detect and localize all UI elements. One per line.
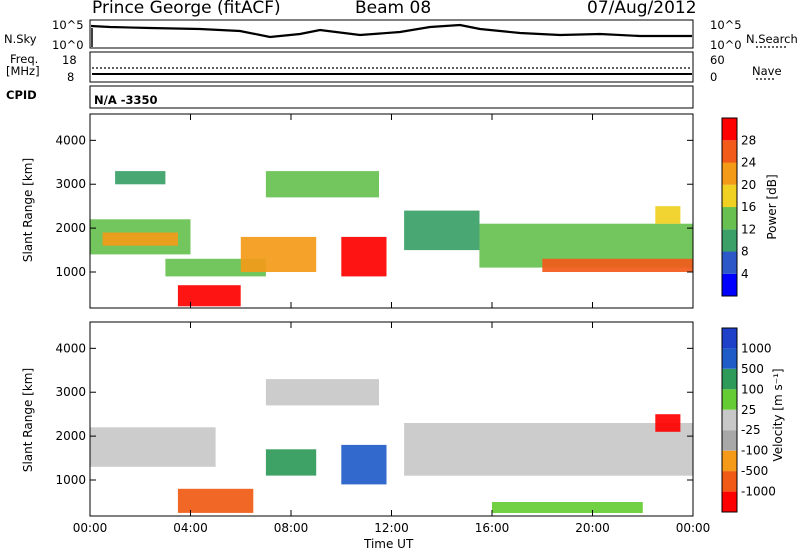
nsky-trace (90, 23, 692, 39)
power-scatter-region-8 (404, 210, 480, 251)
power-scatter-region-2 (115, 171, 166, 185)
velocity-colorbar-tick: -100 (741, 444, 768, 458)
velocity-colorbar-tick: -500 (741, 464, 768, 478)
power-colorbar-tick: 16 (741, 200, 756, 214)
power-colorbar-swatch (722, 273, 737, 297)
velocity-colorbar-swatch (722, 389, 737, 410)
freq-tick-bottom: 8 (67, 70, 75, 84)
velocity-colorbar-swatch (722, 450, 737, 472)
cpid-value: N/A -3350 (94, 93, 158, 107)
power-colorbar-swatch (722, 162, 737, 185)
power-colorbar-tick: 8 (741, 245, 749, 259)
velocity-scatter-region-2 (265, 449, 317, 476)
power-scatter-region-10 (542, 258, 693, 272)
velocity-colorbar-tick: 100 (741, 382, 764, 396)
x-tick-label: 20:00 (575, 521, 610, 535)
x-axis-label: Time UT (364, 537, 414, 551)
nsearch-tick-bottom: 10^0 (710, 38, 742, 52)
velocity-colorbar-frame (721, 327, 738, 513)
velocity-ytick-label: 1000 (55, 473, 86, 487)
power-colorbar-swatch (722, 118, 737, 141)
power-ytick-label: 2000 (55, 221, 86, 235)
nsky-tick-top: 10^5 (52, 18, 84, 32)
date-label: 07/Aug/2012 (587, 0, 697, 18)
freq-panel (89, 51, 694, 83)
x-tick-label: 16:00 (475, 521, 510, 535)
power-colorbar-tick: 24 (741, 156, 756, 170)
freq-label-1: Freq. (10, 52, 39, 66)
power-colorbar-frame (721, 117, 738, 297)
x-tick-label: 00:00 (73, 521, 108, 535)
power-scatter-region-11 (655, 206, 681, 224)
cpid-label: CPID (6, 88, 37, 102)
velocity-colorbar-tick: 500 (741, 362, 764, 376)
power-colorbar-swatch (722, 140, 737, 163)
velocity-scatter-region-0 (90, 427, 216, 467)
velocity-scatter-region-6 (655, 414, 681, 432)
power-colorbar-tick: 12 (741, 222, 756, 236)
nave-tick-bottom: 0 (710, 70, 718, 84)
nsky-panel (89, 19, 694, 49)
power-scatter-region-4 (165, 258, 266, 277)
velocity-ytick-label: 4000 (55, 341, 86, 355)
x-tick-label: 08:00 (274, 521, 309, 535)
power-colorbar-tick: 4 (741, 267, 749, 281)
power-panel (89, 113, 694, 309)
power-scatter-region-3 (177, 285, 241, 307)
x-tick-label: 00:00 (676, 521, 711, 535)
velocity-colorbar-swatch (722, 328, 737, 349)
velocity-scatter-region-5 (404, 423, 693, 476)
nsky-tick-bottom: 10^0 (52, 38, 84, 52)
power-scatter-region-6 (265, 171, 379, 198)
power-ytick-label: 3000 (55, 177, 86, 191)
velocity-colorbar-swatch (722, 368, 737, 390)
freq-label-2: [MHz] (6, 64, 40, 78)
beam-label: Beam 08 (355, 0, 432, 18)
velocity-colorbar-tick: 1000 (741, 341, 772, 355)
velocity-ytick-label: 3000 (55, 385, 86, 399)
x-tick-label: 12:00 (374, 521, 409, 535)
power-colorbar-swatch (722, 251, 737, 274)
nave-label: Nave (752, 64, 782, 78)
velocity-colorbar-swatch (722, 430, 737, 451)
velocity-colorbar-tick: 25 (741, 403, 756, 417)
nsearch-tick-top: 10^5 (710, 18, 742, 32)
nsearch-label: N.Search (746, 32, 798, 46)
power-colorbar-tick: 20 (741, 178, 756, 192)
power-scatter-region-1 (102, 232, 178, 246)
velocity-colorbar-tick: -1000 (741, 485, 776, 499)
power-colorbar-tick: 28 (741, 133, 756, 147)
freq-tick-top: 18 (62, 53, 77, 67)
velocity-colorbar-swatch (722, 409, 737, 431)
nave-tick-top: 60 (710, 53, 725, 67)
power-colorbar-swatch (722, 184, 737, 208)
power-scatter-region-5 (240, 236, 317, 272)
station-title: Prince George (fitACF) (92, 0, 281, 18)
velocity-panel (89, 321, 694, 517)
power-ytick-label: 1000 (55, 265, 86, 279)
power-colorbar-swatch (722, 229, 737, 252)
velocity-ytick-label: 2000 (55, 429, 86, 443)
x-tick-label: 04:00 (173, 521, 208, 535)
velocity-colorbar-tick: -25 (741, 423, 761, 437)
power-ytick-label: 4000 (55, 133, 86, 147)
nsky-label: N.Sky (4, 32, 37, 46)
velocity-colorbar-swatch (722, 471, 737, 492)
velocity-scatter-region-1 (177, 488, 254, 513)
velocity-scatter-region-3 (265, 379, 379, 406)
velocity-scatter-region-7 (492, 502, 643, 513)
power-colorbar-swatch (722, 207, 737, 230)
velocity-colorbar-swatch (722, 491, 737, 512)
velocity-scatter-region-4 (341, 444, 387, 485)
cpid-panel (89, 85, 694, 109)
power-scatter-region-7 (341, 236, 387, 277)
velocity-colorbar-swatch (722, 348, 737, 369)
